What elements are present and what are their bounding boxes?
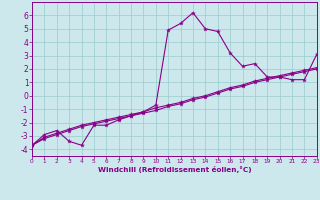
X-axis label: Windchill (Refroidissement éolien,°C): Windchill (Refroidissement éolien,°C) [98, 166, 251, 173]
